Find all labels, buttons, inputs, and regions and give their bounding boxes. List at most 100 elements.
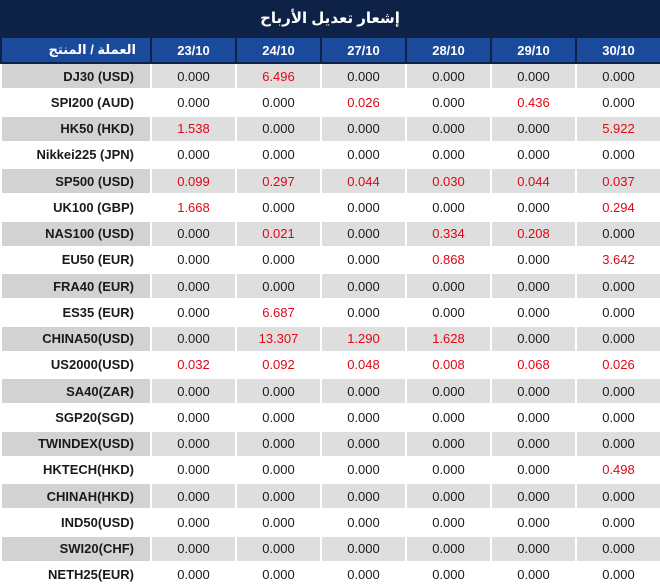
table-row: FRA40 (EUR) 0.000 0.000 0.000 0.000 0.00…	[0, 271, 660, 301]
dividend-adjustment-table: العملة / المنتج 23/10 24/10 27/10 28/10 …	[0, 36, 660, 587]
cell-value: 0.498	[575, 455, 660, 485]
cell-value: 0.000	[575, 271, 660, 301]
cell-value: 0.000	[405, 403, 492, 432]
table-row: Nikkei225 (JPN) 0.000 0.000 0.000 0.000 …	[0, 140, 660, 170]
instrument-label: SWI20(CHF)	[0, 534, 152, 563]
cell-value: 6.496	[235, 61, 322, 91]
cell-value: 0.000	[490, 140, 577, 170]
cell-value: 0.000	[150, 376, 237, 406]
table-row: SP500 (USD) 0.099 0.297 0.044 0.030 0.04…	[0, 166, 660, 196]
cell-value: 0.000	[320, 271, 407, 301]
table-row: US2000(USD) 0.032 0.092 0.048 0.008 0.06…	[0, 350, 660, 380]
instrument-label: CHINA50(USD)	[0, 324, 152, 353]
cell-value: 0.000	[235, 560, 322, 587]
cell-value: 0.000	[235, 481, 322, 511]
cell-value: 0.099	[150, 166, 237, 196]
cell-value: 0.000	[405, 376, 492, 406]
cell-value: 0.000	[405, 508, 492, 537]
instrument-label: SGP20(SGD)	[0, 403, 152, 432]
cell-value: 0.000	[575, 560, 660, 587]
column-header-product-currency: العملة / المنتج	[0, 36, 152, 64]
table-row: HKTECH(HKD) 0.000 0.000 0.000 0.000 0.00…	[0, 455, 660, 485]
cell-value: 0.000	[490, 403, 577, 432]
table-row: ES35 (EUR) 0.000 6.687 0.000 0.000 0.000…	[0, 298, 660, 327]
cell-value: 0.000	[150, 534, 237, 563]
cell-value: 0.000	[490, 429, 577, 458]
cell-value: 0.000	[235, 140, 322, 170]
cell-value: 0.000	[405, 61, 492, 91]
cell-value: 0.000	[490, 481, 577, 511]
column-header-date-1: 23/10	[150, 36, 237, 64]
cell-value: 0.000	[320, 376, 407, 406]
cell-value: 0.000	[405, 271, 492, 301]
cell-value: 0.000	[575, 140, 660, 170]
cell-value: 0.000	[575, 219, 660, 248]
cell-value: 0.000	[490, 508, 577, 537]
table-row: IND50(USD) 0.000 0.000 0.000 0.000 0.000…	[0, 508, 660, 537]
cell-value: 0.092	[235, 350, 322, 380]
cell-value: 0.008	[405, 350, 492, 380]
table-row: EU50 (EUR) 0.000 0.000 0.000 0.868 0.000…	[0, 245, 660, 275]
instrument-label: US2000(USD)	[0, 350, 152, 380]
column-header-date-2: 24/10	[235, 36, 322, 64]
instrument-label: EU50 (EUR)	[0, 245, 152, 275]
cell-value: 5.922	[575, 114, 660, 143]
cell-value: 0.334	[405, 219, 492, 248]
column-header-date-4: 28/10	[405, 36, 492, 64]
cell-value: 0.021	[235, 219, 322, 248]
instrument-label: SPI200 (AUD)	[0, 88, 152, 117]
table-row: DJ30 (USD) 0.000 6.496 0.000 0.000 0.000…	[0, 61, 660, 91]
cell-value: 0.000	[490, 114, 577, 143]
page-title: إشعار تعديل الأرباح	[0, 0, 660, 36]
cell-value: 0.000	[490, 324, 577, 353]
cell-value: 0.436	[490, 88, 577, 117]
instrument-label: ES35 (EUR)	[0, 298, 152, 327]
cell-value: 0.000	[150, 560, 237, 587]
cell-value: 0.000	[490, 61, 577, 91]
cell-value: 0.000	[405, 140, 492, 170]
table-row: NAS100 (USD) 0.000 0.021 0.000 0.334 0.2…	[0, 219, 660, 248]
cell-value: 0.000	[150, 61, 237, 91]
instrument-label: CHINAH(HKD)	[0, 481, 152, 511]
cell-value: 0.000	[490, 560, 577, 587]
cell-value: 0.000	[490, 245, 577, 275]
instrument-label: NETH25(EUR)	[0, 560, 152, 587]
table-row: SPI200 (AUD) 0.000 0.000 0.026 0.000 0.4…	[0, 88, 660, 117]
cell-value: 0.297	[235, 166, 322, 196]
cell-value: 0.000	[150, 455, 237, 485]
table-row: SGP20(SGD) 0.000 0.000 0.000 0.000 0.000…	[0, 403, 660, 432]
cell-value: 0.000	[575, 376, 660, 406]
cell-value: 0.000	[150, 508, 237, 537]
cell-value: 0.000	[235, 245, 322, 275]
cell-value: 0.000	[490, 376, 577, 406]
cell-value: 0.000	[575, 429, 660, 458]
cell-value: 0.000	[490, 534, 577, 563]
cell-value: 0.000	[150, 403, 237, 432]
table-row: TWINDEX(USD) 0.000 0.000 0.000 0.000 0.0…	[0, 429, 660, 458]
cell-value: 0.000	[235, 193, 322, 222]
cell-value: 0.000	[405, 455, 492, 485]
cell-value: 0.000	[490, 193, 577, 222]
instrument-label: SP500 (USD)	[0, 166, 152, 196]
cell-value: 0.000	[490, 455, 577, 485]
table-row: NETH25(EUR) 0.000 0.000 0.000 0.000 0.00…	[0, 560, 660, 587]
cell-value: 0.000	[150, 429, 237, 458]
table-row: SWI20(CHF) 0.000 0.000 0.000 0.000 0.000…	[0, 534, 660, 563]
column-header-date-3: 27/10	[320, 36, 407, 64]
cell-value: 0.068	[490, 350, 577, 380]
instrument-label: UK100 (GBP)	[0, 193, 152, 222]
cell-value: 0.000	[405, 481, 492, 511]
cell-value: 0.000	[320, 245, 407, 275]
instrument-label: HK50 (HKD)	[0, 114, 152, 143]
cell-value: 0.000	[405, 534, 492, 563]
cell-value: 0.000	[575, 298, 660, 327]
cell-value: 0.000	[150, 140, 237, 170]
instrument-label: FRA40 (EUR)	[0, 271, 152, 301]
cell-value: 0.000	[405, 298, 492, 327]
cell-value: 0.000	[575, 61, 660, 91]
cell-value: 0.032	[150, 350, 237, 380]
instrument-label: SA40(ZAR)	[0, 376, 152, 406]
table-row: SA40(ZAR) 0.000 0.000 0.000 0.000 0.000 …	[0, 376, 660, 406]
instrument-label: DJ30 (USD)	[0, 61, 152, 91]
